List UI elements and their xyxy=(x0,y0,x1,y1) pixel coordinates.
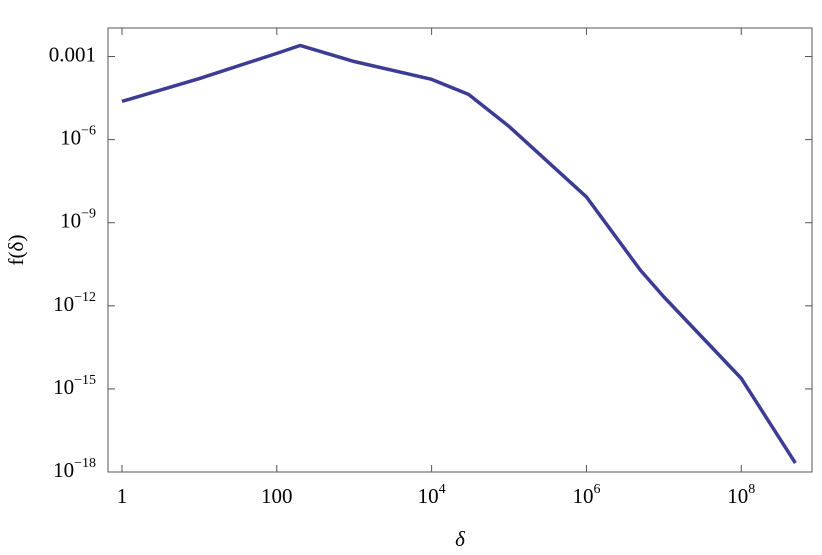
tick-label: 10−15 xyxy=(53,373,96,399)
tick-label: 100 xyxy=(261,484,293,508)
tick-label: 10−12 xyxy=(53,290,96,316)
x-axis-label: δ xyxy=(455,527,466,551)
plot-frame xyxy=(107,27,813,473)
data-line xyxy=(121,43,797,465)
tick-label: 106 xyxy=(572,482,600,508)
tick-label: 10−18 xyxy=(53,456,96,482)
tick-label: 104 xyxy=(418,482,446,508)
tick-label: 1 xyxy=(117,484,128,508)
tick-label: 10−9 xyxy=(60,207,96,233)
tick-label: 10−6 xyxy=(60,124,96,150)
tick-label: 108 xyxy=(727,482,755,508)
tick-label: 0.001 xyxy=(49,42,96,66)
y-axis-label: f(δ) xyxy=(4,235,28,266)
